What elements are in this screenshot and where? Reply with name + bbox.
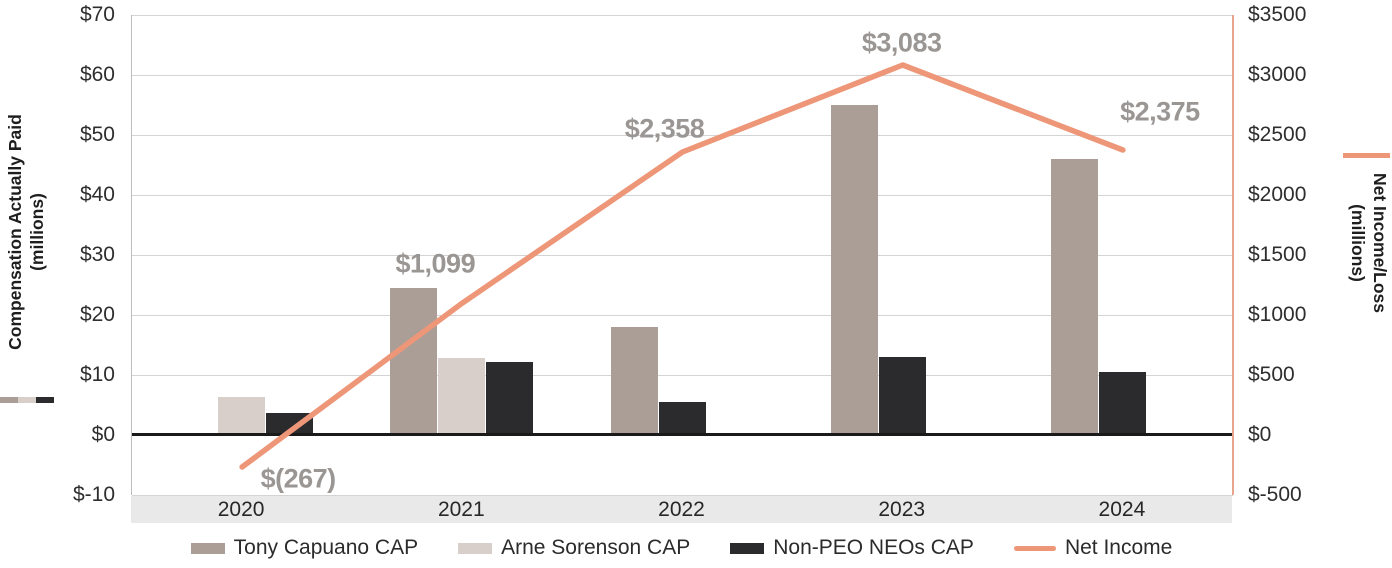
bar-non-peo-neos-cap-2023 xyxy=(878,357,926,435)
legend-swatch-icon xyxy=(190,542,225,554)
left-tick-30: $30 xyxy=(79,243,115,266)
net-income-label-2024: $2,375 xyxy=(1120,96,1200,127)
right-tick-1500: $1500 xyxy=(1248,243,1307,266)
left-tick-50: $50 xyxy=(79,123,115,146)
right-tick-2500: $2500 xyxy=(1248,123,1307,146)
right-axis-series-color-strip xyxy=(1343,153,1390,158)
right-axis-border xyxy=(1231,15,1234,495)
left-tick-40: $40 xyxy=(79,183,115,206)
right-tick-500: $500 xyxy=(1248,363,1295,386)
right-strip-segment xyxy=(1343,153,1390,158)
gridline-70 xyxy=(132,15,1233,16)
legend-item-arne-sorenson-cap: Arne Sorenson CAP xyxy=(458,536,690,560)
legend-label: Tony Capuano CAP xyxy=(233,536,419,559)
left-strip-segment xyxy=(18,397,36,403)
right-axis-title-line2: (millions) xyxy=(1348,204,1368,282)
chart-plot-area xyxy=(131,15,1234,496)
bar-non-peo-neos-cap-2020 xyxy=(266,412,314,435)
legend-item-net-income: Net Income xyxy=(1013,536,1173,560)
bar-non-peo-neos-cap-2021 xyxy=(486,361,534,435)
gridline-50 xyxy=(132,135,1233,136)
net-income-label-2020: $(267) xyxy=(260,463,337,494)
gridline-30 xyxy=(132,255,1233,256)
left-tick-20: $20 xyxy=(79,303,115,326)
bar-tony-capuano-cap-2022 xyxy=(610,327,658,435)
net-income-line xyxy=(239,62,1126,470)
x-axis-label-2021: 2021 xyxy=(437,498,485,521)
left-tick-70: $70 xyxy=(79,3,115,26)
legend-label: Net Income xyxy=(1064,536,1173,559)
bar-tony-capuano-cap-2024 xyxy=(1050,159,1098,435)
bar-arne-sorenson-cap-2021 xyxy=(438,358,486,435)
net-income-label-2022: $2,358 xyxy=(624,113,705,144)
legend-label: Non-PEO NEOs CAP xyxy=(773,536,974,559)
bar-tony-capuano-cap-2021 xyxy=(390,288,438,435)
gridline-10 xyxy=(132,375,1233,376)
x-axis-label-2022: 2022 xyxy=(658,498,705,521)
bar-tony-capuano-cap-2023 xyxy=(830,105,878,435)
right-axis-title: Net Income/Loss (millions) xyxy=(1346,173,1390,313)
gridline-60 xyxy=(132,75,1233,76)
bar-non-peo-neos-cap-2024 xyxy=(1098,372,1146,435)
x-axis-label-2023: 2023 xyxy=(878,498,926,521)
net-income-line-svg xyxy=(239,62,1126,470)
right-tick-0: $0 xyxy=(1248,423,1272,446)
legend-label: Arne Sorenson CAP xyxy=(501,536,691,559)
right-tick-1000: $1000 xyxy=(1248,303,1307,326)
legend-swatch-icon xyxy=(458,542,493,554)
left-axis-title-line1: Compensation Actually Paid xyxy=(5,114,26,350)
gridline-20 xyxy=(132,315,1233,316)
right-tick-3500: $3500 xyxy=(1248,3,1307,26)
right-axis-title-line1: Net Income/Loss xyxy=(1369,172,1390,314)
bar-arne-sorenson-cap-2020 xyxy=(218,396,266,435)
net-income-label-2021: $1,099 xyxy=(395,248,476,279)
x-axis-label-2020: 2020 xyxy=(217,498,265,521)
chart-legend: Tony Capuano CAP Arne Sorenson CAP Non-PEO… xyxy=(131,534,1232,562)
gridline--10 xyxy=(132,495,1233,496)
legend-line-swatch-icon xyxy=(1013,545,1056,551)
left-strip-segment xyxy=(36,397,54,403)
right-tick--500: $-500 xyxy=(1248,483,1302,506)
legend-item-tony-capuano-cap: Tony Capuano CAP xyxy=(190,536,419,560)
x-axis-label-2024: 2024 xyxy=(1098,498,1146,521)
right-tick-3000: $3000 xyxy=(1248,63,1307,86)
right-tick-2000: $2000 xyxy=(1248,183,1307,206)
bar-non-peo-neos-cap-2022 xyxy=(658,402,706,435)
net-income-label-2023: $3,083 xyxy=(861,27,942,58)
left-strip-segment xyxy=(0,397,18,403)
left-tick--10: $-10 xyxy=(72,483,115,506)
legend-swatch-icon xyxy=(730,542,765,554)
left-tick-60: $60 xyxy=(79,63,115,86)
x-axis-band: 2020 2021 2022 2023 2024 xyxy=(131,496,1232,523)
gridline-40 xyxy=(132,195,1233,196)
left-tick-10: $10 xyxy=(79,363,115,386)
left-tick-0: $0 xyxy=(91,423,115,446)
legend-item-non-peo-neos-cap: Non-PEO NEOs CAP xyxy=(730,536,974,560)
left-axis-title: Compensation Actually Paid (millions) xyxy=(5,114,49,350)
left-axis-series-color-strip xyxy=(0,397,54,403)
zero-axis-line xyxy=(132,433,1233,436)
